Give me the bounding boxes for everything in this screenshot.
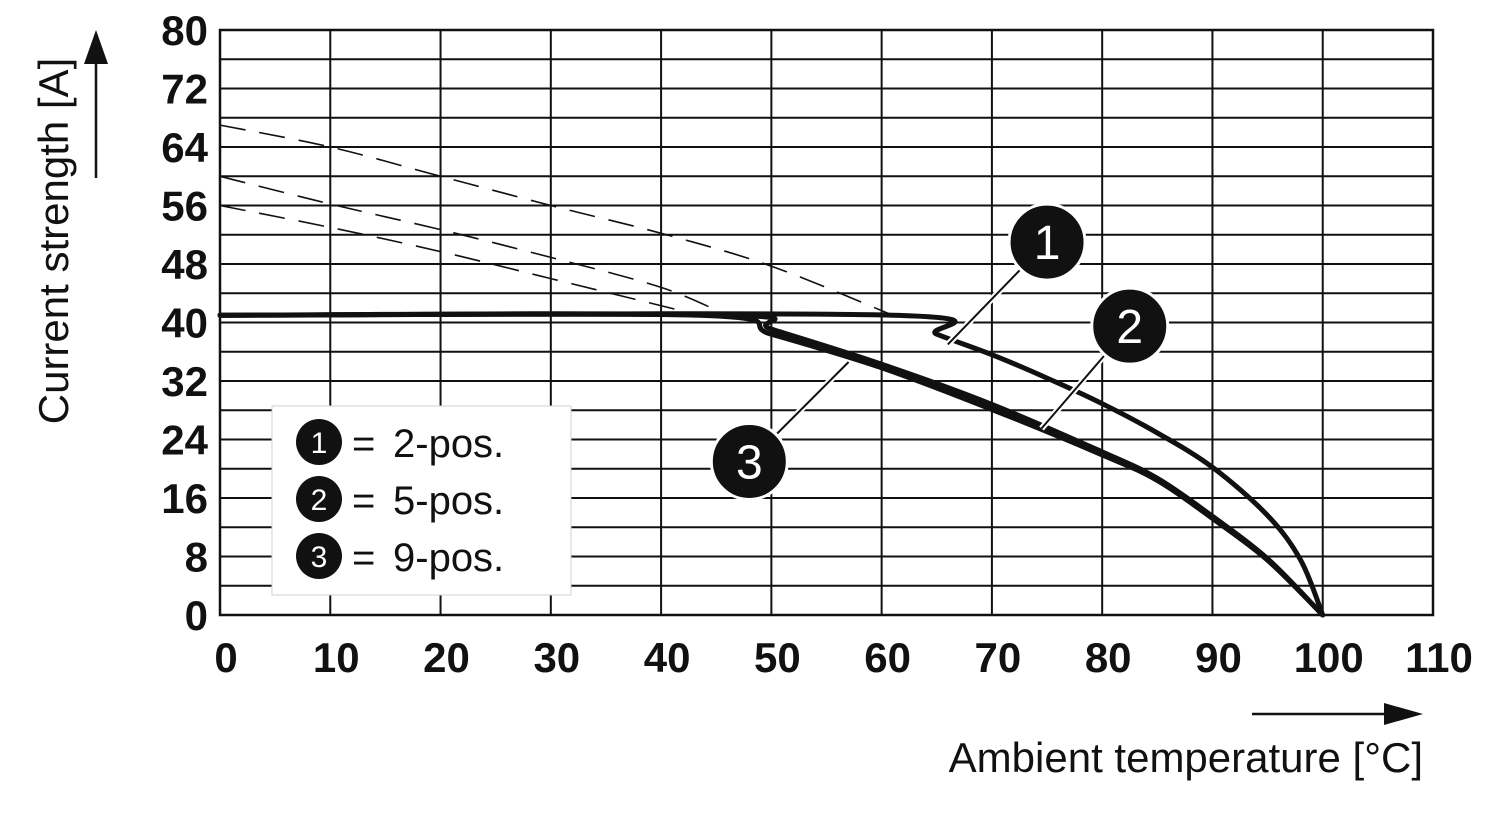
derating-curve-3 [217, 311, 1326, 618]
y-tick-labels: 0 8 16 24 32 40 48 56 64 72 80 [161, 7, 208, 639]
legend-separator: = [352, 422, 375, 466]
x-axis-arrow-head [1384, 703, 1423, 725]
base-curve-2 [219, 175, 728, 316]
x-axis-title: Ambient temperature [°C] [949, 734, 1423, 781]
derating-curves [217, 311, 1326, 618]
y-axis-arrow-head [84, 30, 108, 64]
plot-frame [218, 28, 1435, 617]
y-tick-label: 16 [161, 475, 208, 522]
y-tick-label: 24 [161, 417, 208, 464]
x-tick-labels: 0 10 20 30 40 50 60 70 80 90 100 110 [214, 634, 1473, 681]
callout-leader-3 [775, 361, 850, 436]
callout-badge-3 [709, 421, 789, 501]
legend-badge-2 [296, 476, 342, 522]
x-tick-label: 10 [313, 634, 360, 681]
legend-badge-1 [296, 419, 342, 465]
x-tick-label: 110 [1405, 634, 1473, 681]
callout-leader-1 [947, 268, 1022, 346]
y-axis-title-group: Current strength [A] [30, 30, 108, 424]
y-axis-title: Current strength [A] [30, 58, 77, 425]
callout-badge-2 [1090, 286, 1170, 366]
legend-badge-3 [296, 533, 342, 579]
x-tick-label: 90 [1195, 634, 1242, 681]
y-tick-label: 80 [161, 7, 208, 54]
legend-label-1: 2-pos. [393, 422, 504, 466]
callout-badge-label-1: 1 [1034, 217, 1061, 270]
base-curve-3 [219, 204, 700, 316]
callout-leader-2 [1040, 354, 1106, 430]
legend-label-3: 9-pos. [393, 536, 504, 580]
legend-label-2: 5-pos. [393, 479, 504, 523]
callouts: 1 2 3 [709, 202, 1170, 501]
y-tick-label: 64 [161, 124, 208, 171]
legend-separator: = [352, 536, 375, 580]
x-tick-label: 50 [754, 634, 801, 681]
derating-curve-1 [217, 311, 1326, 618]
legend-badge-label-2: 2 [311, 484, 328, 517]
base-curves [219, 124, 893, 316]
y-tick-label: 0 [185, 592, 208, 639]
x-tick-label: 100 [1294, 634, 1364, 681]
y-tick-label: 40 [161, 300, 208, 347]
x-tick-label: 30 [533, 634, 580, 681]
legend-badge-label-1: 1 [311, 427, 328, 460]
y-tick-label: 48 [161, 241, 208, 288]
plot-border [218, 28, 1435, 617]
callout-badge-label-3: 3 [736, 436, 763, 489]
callout-badge-1 [1007, 202, 1087, 282]
x-tick-label: 20 [423, 634, 470, 681]
y-tick-label: 56 [161, 183, 208, 230]
y-tick-label: 32 [161, 358, 208, 405]
x-tick-label: 70 [975, 634, 1022, 681]
legend: 1 = 2-pos. 2 = 5-pos. 3 = 9-pos. [271, 405, 572, 596]
x-tick-label: 40 [644, 634, 691, 681]
x-tick-label: 0 [214, 634, 237, 681]
x-axis-title-group: Ambient temperature [°C] [949, 703, 1423, 781]
legend-separator: = [352, 479, 375, 523]
legend-badge-label-3: 3 [311, 541, 328, 574]
y-tick-label: 8 [185, 534, 208, 581]
y-tick-label: 72 [161, 66, 208, 113]
base-curve-1 [219, 124, 893, 316]
x-tick-label: 80 [1085, 634, 1132, 681]
x-tick-label: 60 [864, 634, 911, 681]
callout-badge-label-2: 2 [1116, 301, 1143, 354]
